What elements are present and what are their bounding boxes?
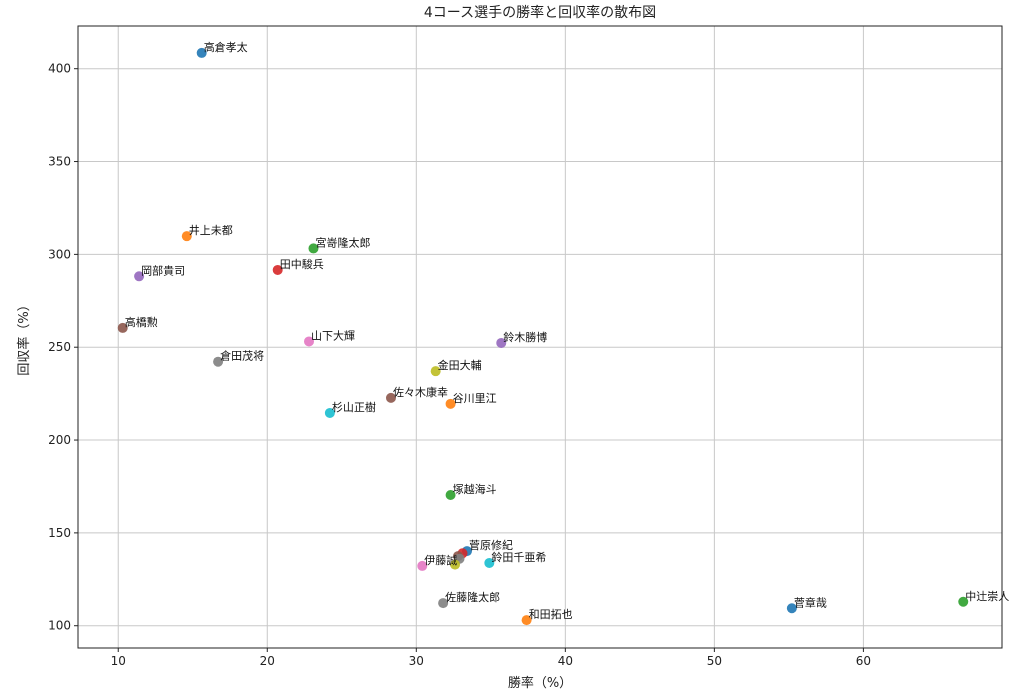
grid — [78, 26, 1002, 648]
y-tick-label: 350 — [48, 155, 71, 169]
x-tick-label: 10 — [111, 654, 126, 668]
x-tick-label: 60 — [856, 654, 871, 668]
data-point[interactable] — [445, 398, 456, 409]
data-point-label: 菅章哉 — [794, 595, 827, 609]
data-point-label: 菅原修紀 — [469, 538, 513, 552]
chart-title: 4コース選手の勝率と回収率の散布図 — [424, 4, 656, 21]
data-point[interactable] — [134, 271, 145, 282]
data-point-label: 宮嵜隆太郎 — [315, 235, 370, 249]
data-point-label: 高橋勲 — [125, 315, 158, 329]
data-points — [117, 47, 969, 626]
y-tick-label: 150 — [48, 526, 71, 540]
data-point-label: 中辻崇人 — [965, 589, 1009, 603]
data-point-label: 井上未都 — [189, 223, 233, 237]
data-point-label: 佐藤隆太郎 — [445, 590, 500, 604]
data-point[interactable] — [272, 264, 283, 275]
data-point[interactable] — [438, 598, 449, 609]
data-point[interactable] — [484, 557, 495, 568]
x-axis-title: 勝率（%） — [508, 675, 572, 691]
data-point[interactable] — [450, 559, 461, 570]
axis-ticks: 10 20 30 40 50 60 100 150 200 250 300 350 400 — [48, 62, 871, 668]
y-tick-label: 200 — [48, 433, 71, 447]
data-point[interactable] — [324, 407, 335, 418]
data-point[interactable] — [958, 596, 969, 607]
data-point[interactable] — [213, 356, 224, 367]
data-point-label: 田中駿兵 — [280, 257, 324, 271]
data-point-label: 山下大輝 — [311, 328, 355, 342]
data-point-label: 杉山正樹 — [332, 400, 376, 414]
data-point[interactable] — [117, 322, 128, 333]
data-point[interactable] — [308, 243, 319, 254]
data-point-label: 岡部貴司 — [141, 263, 185, 277]
data-point[interactable] — [496, 337, 507, 348]
y-axis-title: 回収率（%） — [16, 298, 32, 375]
data-point[interactable] — [521, 615, 532, 626]
data-point[interactable] — [445, 490, 456, 501]
data-point[interactable] — [196, 47, 207, 58]
data-point-label: 佐々木康幸 — [393, 385, 448, 399]
x-tick-label: 30 — [409, 654, 424, 668]
data-point-label: 倉田茂将 — [220, 349, 264, 363]
data-point[interactable] — [304, 336, 314, 347]
data-point-label: 伊藤誠 — [424, 554, 457, 567]
x-tick-label: 40 — [558, 654, 573, 668]
y-tick-label: 400 — [48, 62, 71, 76]
data-point[interactable] — [385, 392, 396, 403]
y-tick-label: 250 — [48, 340, 71, 354]
x-tick-label: 50 — [707, 654, 722, 668]
data-point-label: 塚越海斗 — [453, 482, 497, 496]
data-point[interactable] — [786, 603, 797, 614]
data-point-label: 谷川里江 — [453, 392, 497, 405]
plot-frame — [77, 25, 1003, 649]
y-tick-label: 300 — [48, 247, 71, 261]
data-point-label: 和田拓也 — [529, 607, 573, 621]
data-point-label: 金田大輔 — [438, 358, 482, 372]
data-point-label: 鈴田千亜希 — [491, 550, 546, 564]
x-tick-label: 20 — [260, 654, 275, 668]
data-point-label: 高倉孝太 — [204, 40, 248, 54]
data-point-label: 鈴木勝博 — [503, 330, 547, 344]
data-point[interactable] — [430, 366, 441, 377]
y-tick-label: 100 — [48, 619, 71, 633]
data-point[interactable] — [181, 231, 192, 242]
data-point[interactable] — [417, 560, 428, 571]
